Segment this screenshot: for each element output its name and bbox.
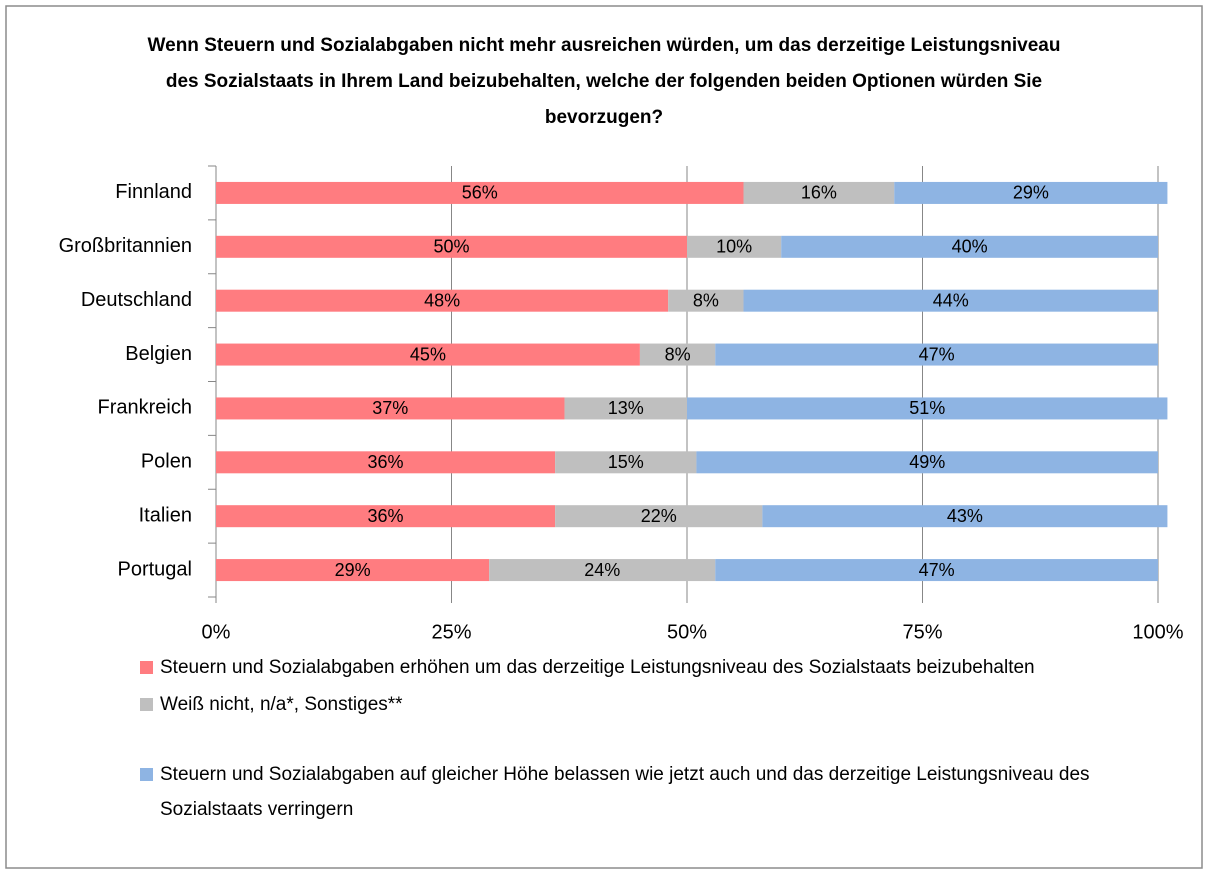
chart-frame: [5, 5, 1203, 869]
bar-segment: [555, 451, 697, 474]
bar-segment: [668, 289, 744, 312]
data-label: 22%: [641, 506, 677, 526]
y-tick-label: Finnland: [115, 181, 192, 203]
bar-segment: [216, 559, 490, 582]
bar-segment: [687, 235, 782, 258]
legend: Steuern und Sozialabgaben erhöhen um das…: [140, 650, 1140, 829]
data-label: 10%: [716, 237, 752, 257]
bar-segment: [781, 235, 1158, 258]
bar-segment: [696, 451, 1158, 474]
data-label: 8%: [693, 290, 719, 310]
data-label: 47%: [919, 344, 955, 364]
data-label: 44%: [933, 290, 969, 310]
x-tick-label: 25%: [431, 621, 471, 643]
data-label: 13%: [608, 398, 644, 418]
data-label: 29%: [1013, 183, 1049, 203]
y-tick-label: Belgien: [125, 343, 192, 365]
bar-segment: [715, 343, 1158, 366]
bar-segment: [639, 343, 716, 366]
data-label: 56%: [462, 183, 498, 203]
data-label: 15%: [608, 452, 644, 472]
y-tick-label: Polen: [141, 451, 192, 473]
data-label: 29%: [335, 560, 371, 580]
legend-item: Weiß nicht, n/a*, Sonstiges**: [140, 687, 1110, 722]
legend-label: Steuern und Sozialabgaben auf gleicher H…: [160, 764, 1090, 820]
data-label: 50%: [433, 237, 469, 257]
data-label: 51%: [909, 398, 945, 418]
bar-segment: [216, 505, 556, 528]
data-label: 16%: [801, 183, 837, 203]
data-label: 24%: [584, 560, 620, 580]
data-label: 8%: [665, 344, 691, 364]
data-label: 45%: [410, 344, 446, 364]
bar-segment: [216, 181, 744, 204]
bar-segment: [216, 235, 687, 258]
legend-swatch: [140, 698, 153, 711]
bar-segment: [216, 397, 565, 420]
bar-segment: [564, 397, 687, 420]
bar-segment: [715, 559, 1158, 582]
bar-segment: [687, 397, 1168, 420]
y-tick-label: Deutschland: [81, 289, 192, 311]
data-label: 49%: [909, 452, 945, 472]
bar-segment: [894, 181, 1168, 204]
bar-segment: [489, 559, 716, 582]
data-label: 40%: [952, 237, 988, 257]
data-label: 48%: [424, 290, 460, 310]
data-label: 36%: [368, 506, 404, 526]
data-label: 43%: [947, 506, 983, 526]
y-tick-label: Frankreich: [98, 397, 192, 419]
bar-segment: [216, 343, 640, 366]
bar-segment: [216, 451, 556, 474]
chart-title: Wenn Steuern und Sozialabgaben nicht meh…: [147, 35, 1061, 128]
legend-label: Weiß nicht, n/a*, Sonstiges**: [160, 694, 403, 715]
y-tick-label: Portugal: [118, 558, 193, 580]
y-tick-label: Italien: [139, 504, 192, 526]
bar-segment: [762, 505, 1168, 528]
legend-swatch: [140, 661, 153, 674]
x-tick-label: 50%: [667, 621, 707, 643]
data-label: 36%: [368, 452, 404, 472]
x-tick-label: 100%: [1132, 621, 1183, 643]
data-label: 37%: [372, 398, 408, 418]
bar-segment: [555, 505, 763, 528]
data-label: 47%: [919, 560, 955, 580]
bar-segment: [743, 289, 1158, 312]
legend-swatch: [140, 768, 153, 781]
legend-label: Steuern und Sozialabgaben erhöhen um das…: [160, 657, 1035, 678]
x-tick-label: 75%: [902, 621, 942, 643]
legend-item: Steuern und Sozialabgaben auf gleicher H…: [140, 757, 1110, 827]
bar-segment: [216, 289, 669, 312]
legend-item: Steuern und Sozialabgaben erhöhen um das…: [140, 650, 1110, 685]
y-tick-label: Großbritannien: [59, 235, 192, 257]
bar-segment: [743, 181, 895, 204]
x-tick-label: 0%: [202, 621, 231, 643]
